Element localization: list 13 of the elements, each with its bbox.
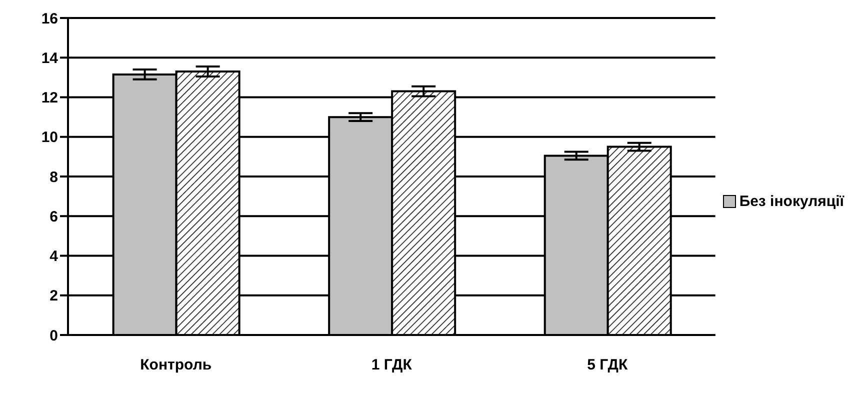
x-tick-label: Контроль — [140, 356, 212, 374]
x-tick-label: 1 ГДК — [371, 356, 413, 374]
y-tick-label: 14 — [41, 50, 59, 67]
y-tick-label: 12 — [41, 90, 58, 107]
y-tick-label: 0 — [50, 327, 58, 344]
y-tick-label: 6 — [50, 208, 58, 226]
legend-label: Без інокуляції — [739, 193, 844, 210]
y-tick-label: 10 — [41, 129, 58, 146]
y-tick-label: 4 — [50, 248, 59, 266]
y-tick-label: 8 — [50, 168, 58, 186]
x-tick-label: 5 ГДК — [587, 356, 629, 374]
y-tick-label: 2 — [50, 288, 58, 305]
y-tick-label: 16 — [41, 10, 58, 28]
